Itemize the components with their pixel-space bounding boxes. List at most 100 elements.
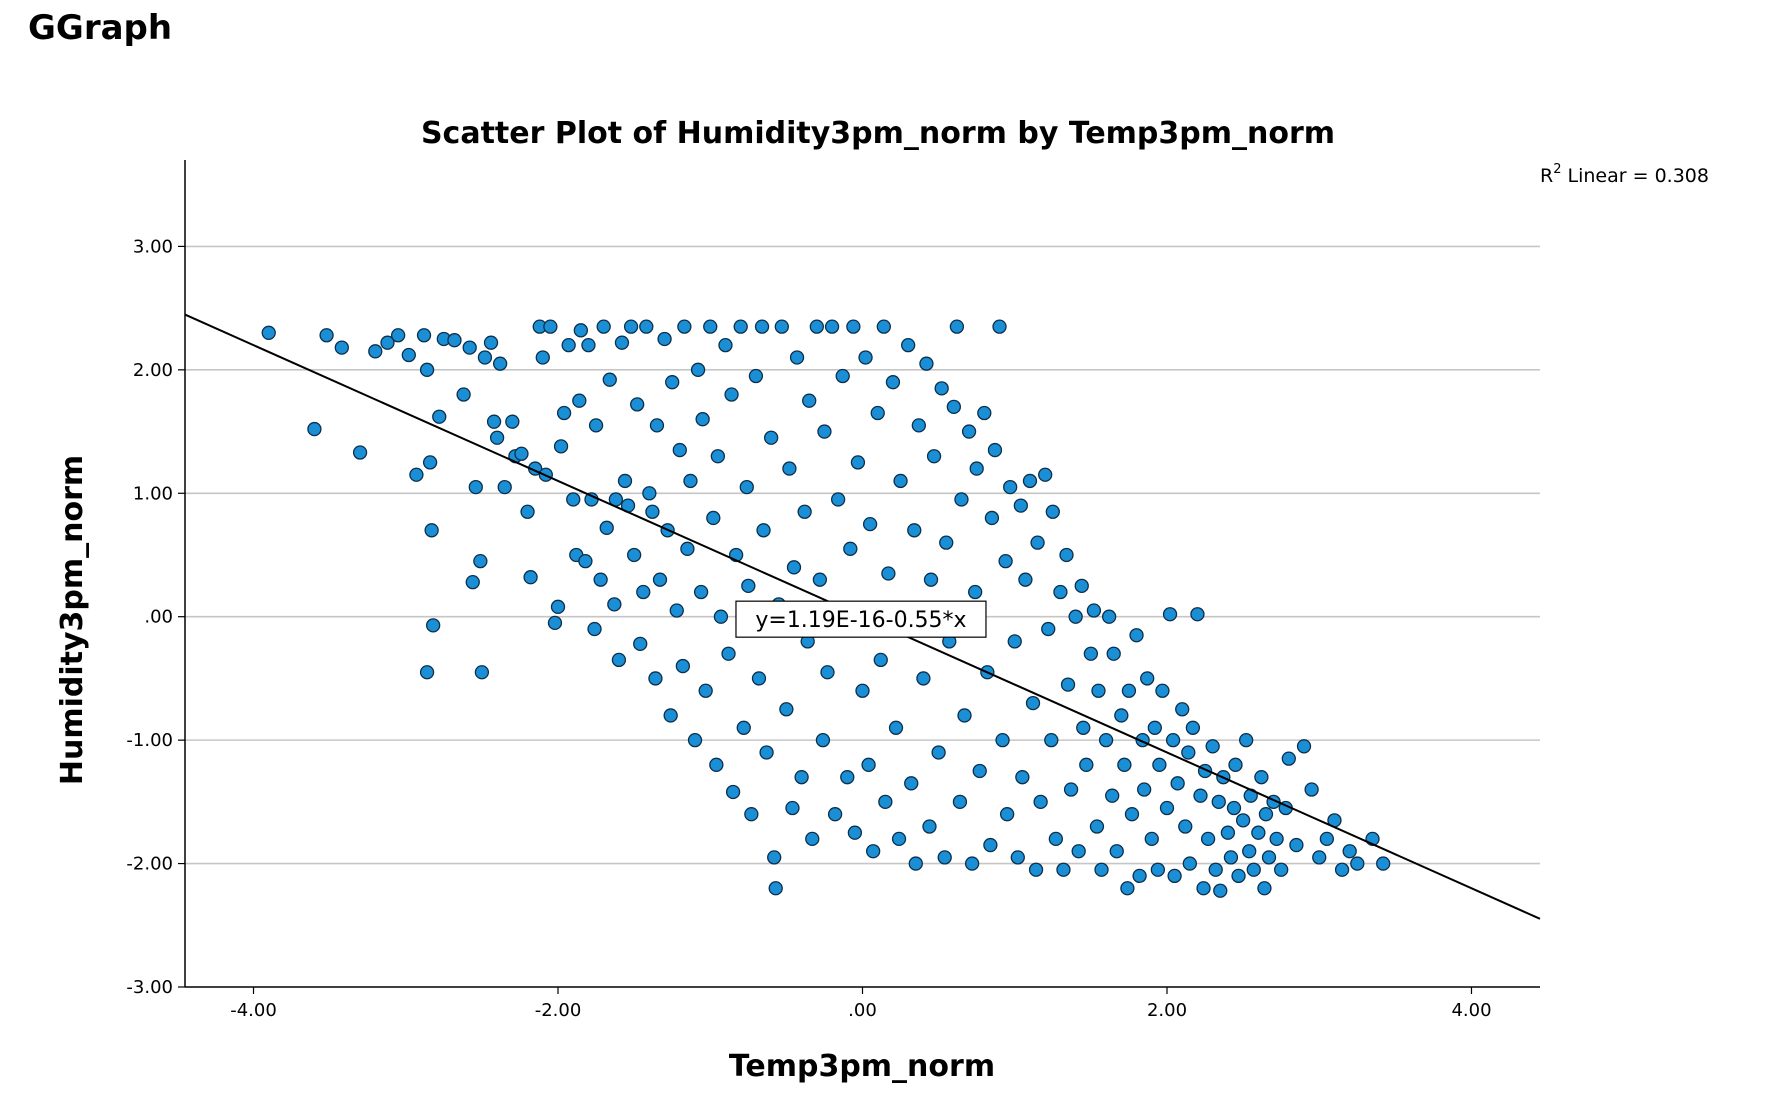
scatter-point-193 [1013,498,1028,513]
scatter-point-9 [409,467,424,482]
scatter-point-18 [447,333,462,348]
x-tick-label-4: 4.00 [1451,1000,1491,1021]
y-tick-label-1: -2.00 [126,854,173,875]
scatter-point-31 [505,414,520,429]
scatter-point-270 [1246,862,1261,877]
scatter-point-165 [926,449,942,464]
scatter-point-23 [473,554,488,569]
y-axis-label: Humidity3pm_norm [55,455,90,785]
scatter-point-118 [785,800,800,816]
scatter-point-220 [1094,862,1109,877]
scatter-point-72 [645,504,660,519]
scatter-point-87 [690,362,706,377]
scatter-point-10 [416,328,432,343]
scatter-point-54 [588,418,604,433]
scatter-point-79 [665,375,680,390]
scatter-point-209 [1060,677,1076,692]
scatter-point-135 [835,368,850,384]
y-tick-label-2: -1.00 [126,730,173,751]
scatter-point-4 [352,445,368,460]
scatter-point-267 [1239,732,1254,748]
scatter-point-121 [794,770,809,785]
scatter-point-218 [1089,819,1105,834]
scatter-point-42 [550,599,566,614]
scatter-point-140 [850,455,866,470]
fit-equation-background [735,600,987,638]
scatter-point-251 [1190,607,1205,622]
scatter-point-180 [972,763,987,779]
scatter-point-256 [1205,739,1220,754]
scatter-point-15 [419,665,435,680]
scatter-point-272 [1254,770,1269,785]
scatter-point-275 [1261,850,1277,865]
scatter-point-228 [1120,881,1135,896]
scatter-point-249 [1182,856,1197,871]
scatter-point-136 [840,770,855,785]
scatter-point-105 [744,807,759,822]
scatter-point-197 [1025,695,1041,711]
scatter-point-208 [1059,547,1074,563]
scatter-point-45 [561,337,576,353]
scatter-point-130 [820,665,835,680]
scatter-point-69 [636,584,651,600]
y-tick-label-3: .00 [144,607,173,628]
scatter-point-28 [489,430,505,445]
scatter-point-66 [626,547,642,563]
scatter-point-55 [593,572,608,587]
fit-equation: y=1.19E-16-0.55*x [755,608,966,633]
scatter-point-117 [782,461,797,476]
scatter-point-207 [1056,862,1071,877]
scatter-point-179 [969,461,984,476]
scatter-point-150 [881,566,896,581]
scatter-point-289 [1350,856,1365,871]
scatter-point-53 [587,621,602,637]
scatter-point-261 [1220,825,1236,840]
scatter-point-201 [1038,467,1053,482]
scatter-point-172 [949,319,965,334]
scatter-point-103 [739,479,754,495]
fit-equation-box: y=1.19E-16-0.55*x [735,600,987,638]
scatter-point-63 [617,473,633,489]
scatter-point-19 [456,387,471,402]
scatter-point-253 [1196,881,1211,896]
scatter-point-156 [901,337,916,353]
scatter-point-204 [1045,504,1060,519]
scatter-point-142 [858,350,873,365]
scatter-point-106 [748,368,764,384]
scatter-point-153 [891,831,907,847]
scatter-point-86 [687,732,703,748]
scatter-point-73 [648,671,663,686]
scatter-point-151 [885,375,901,390]
scatter-point-113 [768,881,783,896]
x-tick-label-1: -2.00 [535,1000,582,1021]
scatter-point-202 [1041,621,1056,637]
scatter-point-205 [1048,831,1064,847]
scatter-point-97 [721,646,736,661]
r2-label-superscript: 2 [1553,162,1561,177]
scatter-point-217 [1086,603,1102,618]
scatter-point-111 [764,430,779,445]
scatter-point-283 [1304,782,1319,797]
x-tick-label-2: .00 [848,1000,877,1021]
scatter-point-34 [520,504,535,519]
scatter-point-190 [1003,479,1018,495]
scatter-point-109 [756,523,771,538]
scatter-point-273 [1257,881,1272,896]
scatter-point-22 [468,479,483,495]
scatter-point-65 [623,319,639,334]
scatter-point-257 [1208,862,1223,877]
scatter-point-76 [657,331,672,347]
scatter-point-168 [937,850,952,865]
scatter-point-288 [1342,844,1357,859]
scatter-point-154 [893,473,908,489]
y-tick-label-0: -3.00 [126,977,173,998]
scatter-point-12 [422,455,438,470]
r2-label-rest: Linear = 0.308 [1561,165,1708,187]
scatter-point-211 [1068,609,1083,624]
scatter-point-146 [870,405,885,421]
scatter-point-92 [706,510,721,526]
scatter-point-48 [572,393,587,408]
scatter-point-248 [1181,745,1196,760]
scatter-point-227 [1117,757,1132,772]
